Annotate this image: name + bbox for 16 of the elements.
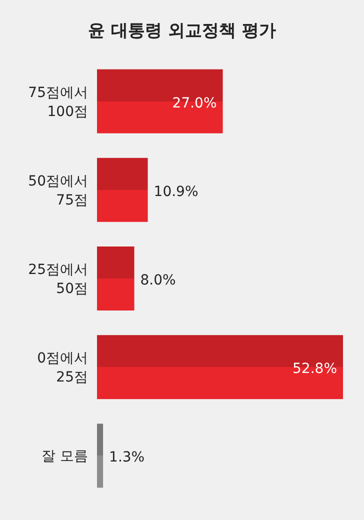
bar (97, 246, 134, 310)
data-label: 8.0% (140, 272, 176, 288)
data-label: 27.0% (172, 95, 217, 112)
y-tick-label: 0점에서 25점 (37, 350, 88, 386)
y-tick-label: 75점에서 100점 (28, 84, 88, 120)
chart-title: 윤 대통령 외교정책 평가 (88, 21, 276, 41)
y-tick-label: 50점에서 75점 (28, 173, 88, 208)
bar (97, 335, 343, 400)
data-label: 10.9% (154, 184, 198, 200)
bar (97, 424, 104, 488)
data-label: 52.8% (292, 361, 337, 378)
y-tick-label: 잘 모름 (42, 448, 88, 465)
bar (97, 69, 223, 134)
y-tick-label: 25점에서 50점 (28, 262, 88, 297)
bar (97, 158, 148, 222)
data-label: 1.3% (109, 450, 145, 466)
